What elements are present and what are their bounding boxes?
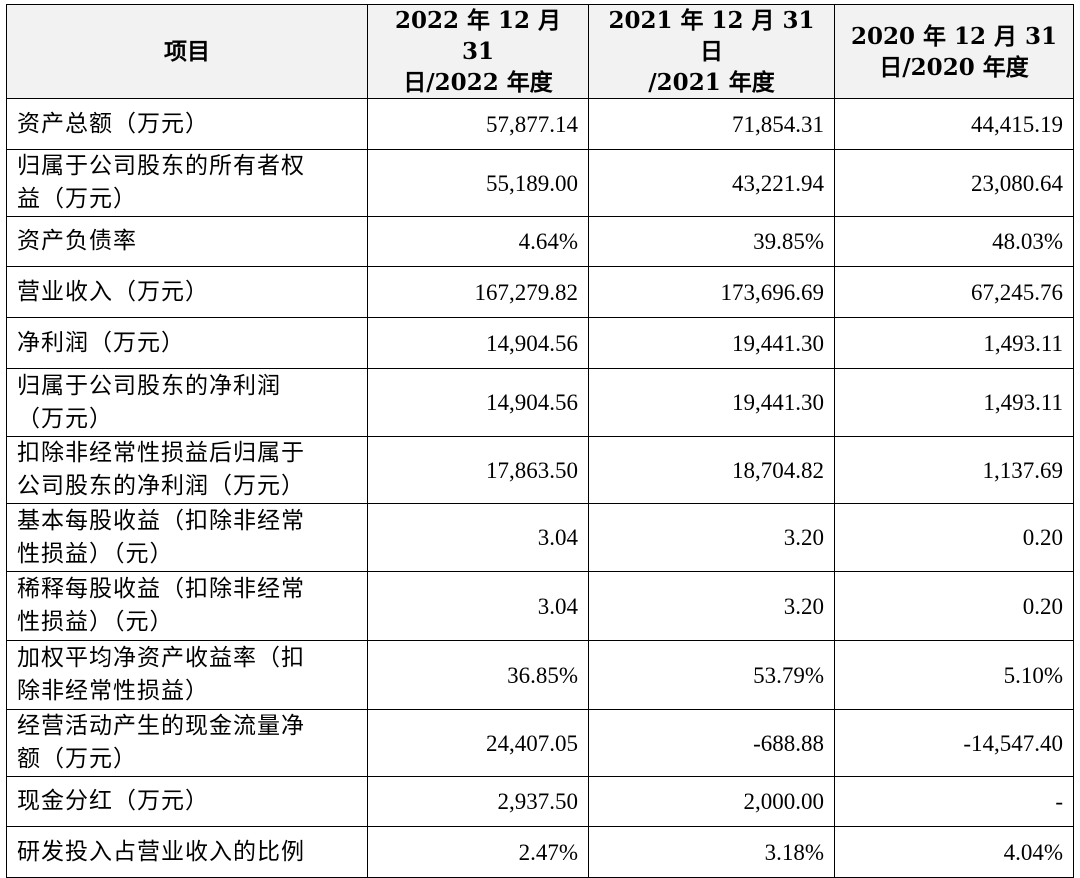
row-label: 资产总额（万元） [6,98,368,150]
row-label-line: 益（万元） [17,186,137,212]
header-item: 项目 [6,4,368,99]
row-label-line: 归属于公司股东的所有者权 [17,153,305,179]
value-2020: 0.20 [834,503,1074,572]
value-2020: 1,493.11 [834,368,1074,437]
row-label-line: 加权平均净资产收益率（扣 [17,645,305,671]
value-2021: 3.20 [588,571,835,641]
row-label-line: 资产负债率 [17,228,137,254]
table-row: 归属于公司股东的所有者权 益（万元） 55,189.00 43,221.94 23,08… [6,149,1074,217]
row-label: 研发投入占营业收入的比例 [6,826,368,878]
value-2022: 14,904.56 [367,317,589,369]
value-2020: - [834,776,1074,827]
row-label: 资产负债率 [6,216,368,267]
value-2022: 3.04 [367,503,589,572]
value-2022: 36.85% [367,640,589,710]
row-label-line: 经营活动产生的现金流量净 [17,713,305,739]
value-2021: 53.79% [588,640,835,710]
value-2022: 17,863.50 [367,436,589,504]
value-2022: 4.64% [367,216,589,267]
value-2021: 43,221.94 [588,149,835,217]
header-2020: 2020 年 12 月 31 日/2020 年度 [834,4,1074,99]
value-2020: 4.04% [834,826,1074,878]
financial-data-table: 项目 2022 年 12 月 31 日/2022 年度 2021 年 12 月 31 … [6,4,1074,878]
value-2020: 0.20 [834,571,1074,641]
value-2022: 14,904.56 [367,368,589,437]
row-label: 营业收入（万元） [6,266,368,318]
table-row: 研发投入占营业收入的比例 2.47% 3.18% 4.04% [6,826,1074,878]
value-2021: -688.88 [588,709,835,777]
value-2022: 55,189.00 [367,149,589,217]
value-2020: 48.03% [834,216,1074,267]
header-text-line: /2021 年度 [648,69,775,96]
table-row: 稀释每股收益（扣除非经常 性损益）（元） 3.04 3.20 0.20 [6,571,1074,641]
row-label-line: 净利润（万元） [17,329,185,356]
header-text-line: 项目 [164,38,210,65]
row-label-line: 公司股东的净利润（万元） [17,473,305,499]
value-2022: 2.47% [367,826,589,878]
row-label: 归属于公司股东的所有者权 益（万元） [6,149,368,217]
table-row: 资产总额（万元） 57,877.14 71,854.31 44,415.19 [6,98,1074,150]
header-text-line: 2022 年 12 月 31 [394,7,562,65]
value-2021: 39.85% [588,216,835,267]
value-2020: 1,493.11 [834,317,1074,369]
value-2022: 3.04 [367,571,589,641]
row-label: 基本每股收益（扣除非经常 性损益）（元） [6,503,368,572]
value-2022: 2,937.50 [367,776,589,827]
table-header-row: 项目 2022 年 12 月 31 日/2022 年度 2021 年 12 月 31 … [6,4,1074,99]
row-label: 加权平均净资产收益率（扣 除非经常性损益） [6,640,368,710]
header-text-line: 2020 年 12 月 31 [850,22,1058,50]
row-label-line: 基本每股收益（扣除非经常 [17,507,305,534]
table-row: 加权平均净资产收益率（扣 除非经常性损益） 36.85% 53.79% 5.10% [6,640,1074,710]
row-label: 净利润（万元） [6,317,368,369]
table-row: 经营活动产生的现金流量净 额（万元） 24,407.05 -688.88 -14,547… [6,709,1074,777]
row-label-line: 除非经常性损益） [17,678,209,704]
value-2021: 71,854.31 [588,98,835,150]
row-label-line: 性损益）（元） [17,609,174,635]
table-row: 现金分红（万元） 2,937.50 2,000.00- [6,776,1074,827]
table-row: 营业收入（万元） 167,279.82 173,696.69 67,245.76 [6,266,1074,318]
header-text-line: 2021 年 12 月 31 日 [608,7,815,65]
value-2021: 19,441.30 [588,368,835,437]
table-row: 资产负债率 4.64% 39.85% 48.03% [6,216,1074,267]
header-2021: 2021 年 12 月 31 日/2021 年度 [588,4,835,99]
header-2022: 2022 年 12 月 31 日/2022 年度 [367,4,589,99]
row-label: 扣除非经常性损益后归属于 公司股东的净利润（万元） [6,436,368,504]
row-label-line: 扣除非经常性损益后归属于 [17,440,305,466]
table-row: 归属于公司股东的净利润 （万元） 14,904.56 19,441.30 1,493.1… [6,368,1074,437]
row-label-line: 现金分红（万元） [17,788,209,814]
value-2020: -14,547.40 [834,709,1074,777]
row-label: 归属于公司股东的净利润 （万元） [6,368,368,437]
table-row: 净利润（万元） 14,904.56 19,441.30 1,493.11 [6,317,1074,369]
row-label-line: 研发投入占营业收入的比例 [17,838,305,865]
value-2021: 173,696.69 [588,266,835,318]
row-label-line: 性损益）（元） [17,540,174,567]
value-2021: 19,441.30 [588,317,835,369]
value-2020: 67,245.76 [834,266,1074,318]
value-2020: 23,080.64 [834,149,1074,217]
table-row: 基本每股收益（扣除非经常 性损益）（元） 3.04 3.20 0.20 [6,503,1074,572]
table-body: 资产总额（万元） 57,877.14 71,854.31 44,415.19 归属于公司… [6,98,1074,878]
value-2022: 167,279.82 [367,266,589,318]
value-2021: 3.18% [588,826,835,878]
row-label-line: 归属于公司股东的净利润 [17,372,281,399]
value-2021: 2,000.00 [588,776,835,827]
value-2022: 57,877.14 [367,98,589,150]
value-2020: 44,415.19 [834,98,1074,150]
row-label-line: 额（万元） [17,746,137,772]
row-label-line: 稀释每股收益（扣除非经常 [17,576,305,602]
row-label-line: （万元） [17,405,113,432]
row-label: 现金分红（万元） [6,776,368,827]
header-text-line: 日/2022 年度 [403,69,553,96]
row-label: 稀释每股收益（扣除非经常 性损益）（元） [6,571,368,641]
value-2021: 3.20 [588,503,835,572]
table-row: 扣除非经常性损益后归属于 公司股东的净利润（万元） 17,863.50 18,704.… [6,436,1074,504]
header-text-line: 日/2020 年度 [879,53,1029,81]
row-label-line: 资产总额（万元） [17,110,209,137]
value-2022: 24,407.05 [367,709,589,777]
value-2020: 5.10% [834,640,1074,710]
row-label: 经营活动产生的现金流量净 额（万元） [6,709,368,777]
row-label-line: 营业收入（万元） [17,278,209,305]
value-2021: 18,704.82 [588,436,835,504]
value-2020: 1,137.69 [834,436,1074,504]
